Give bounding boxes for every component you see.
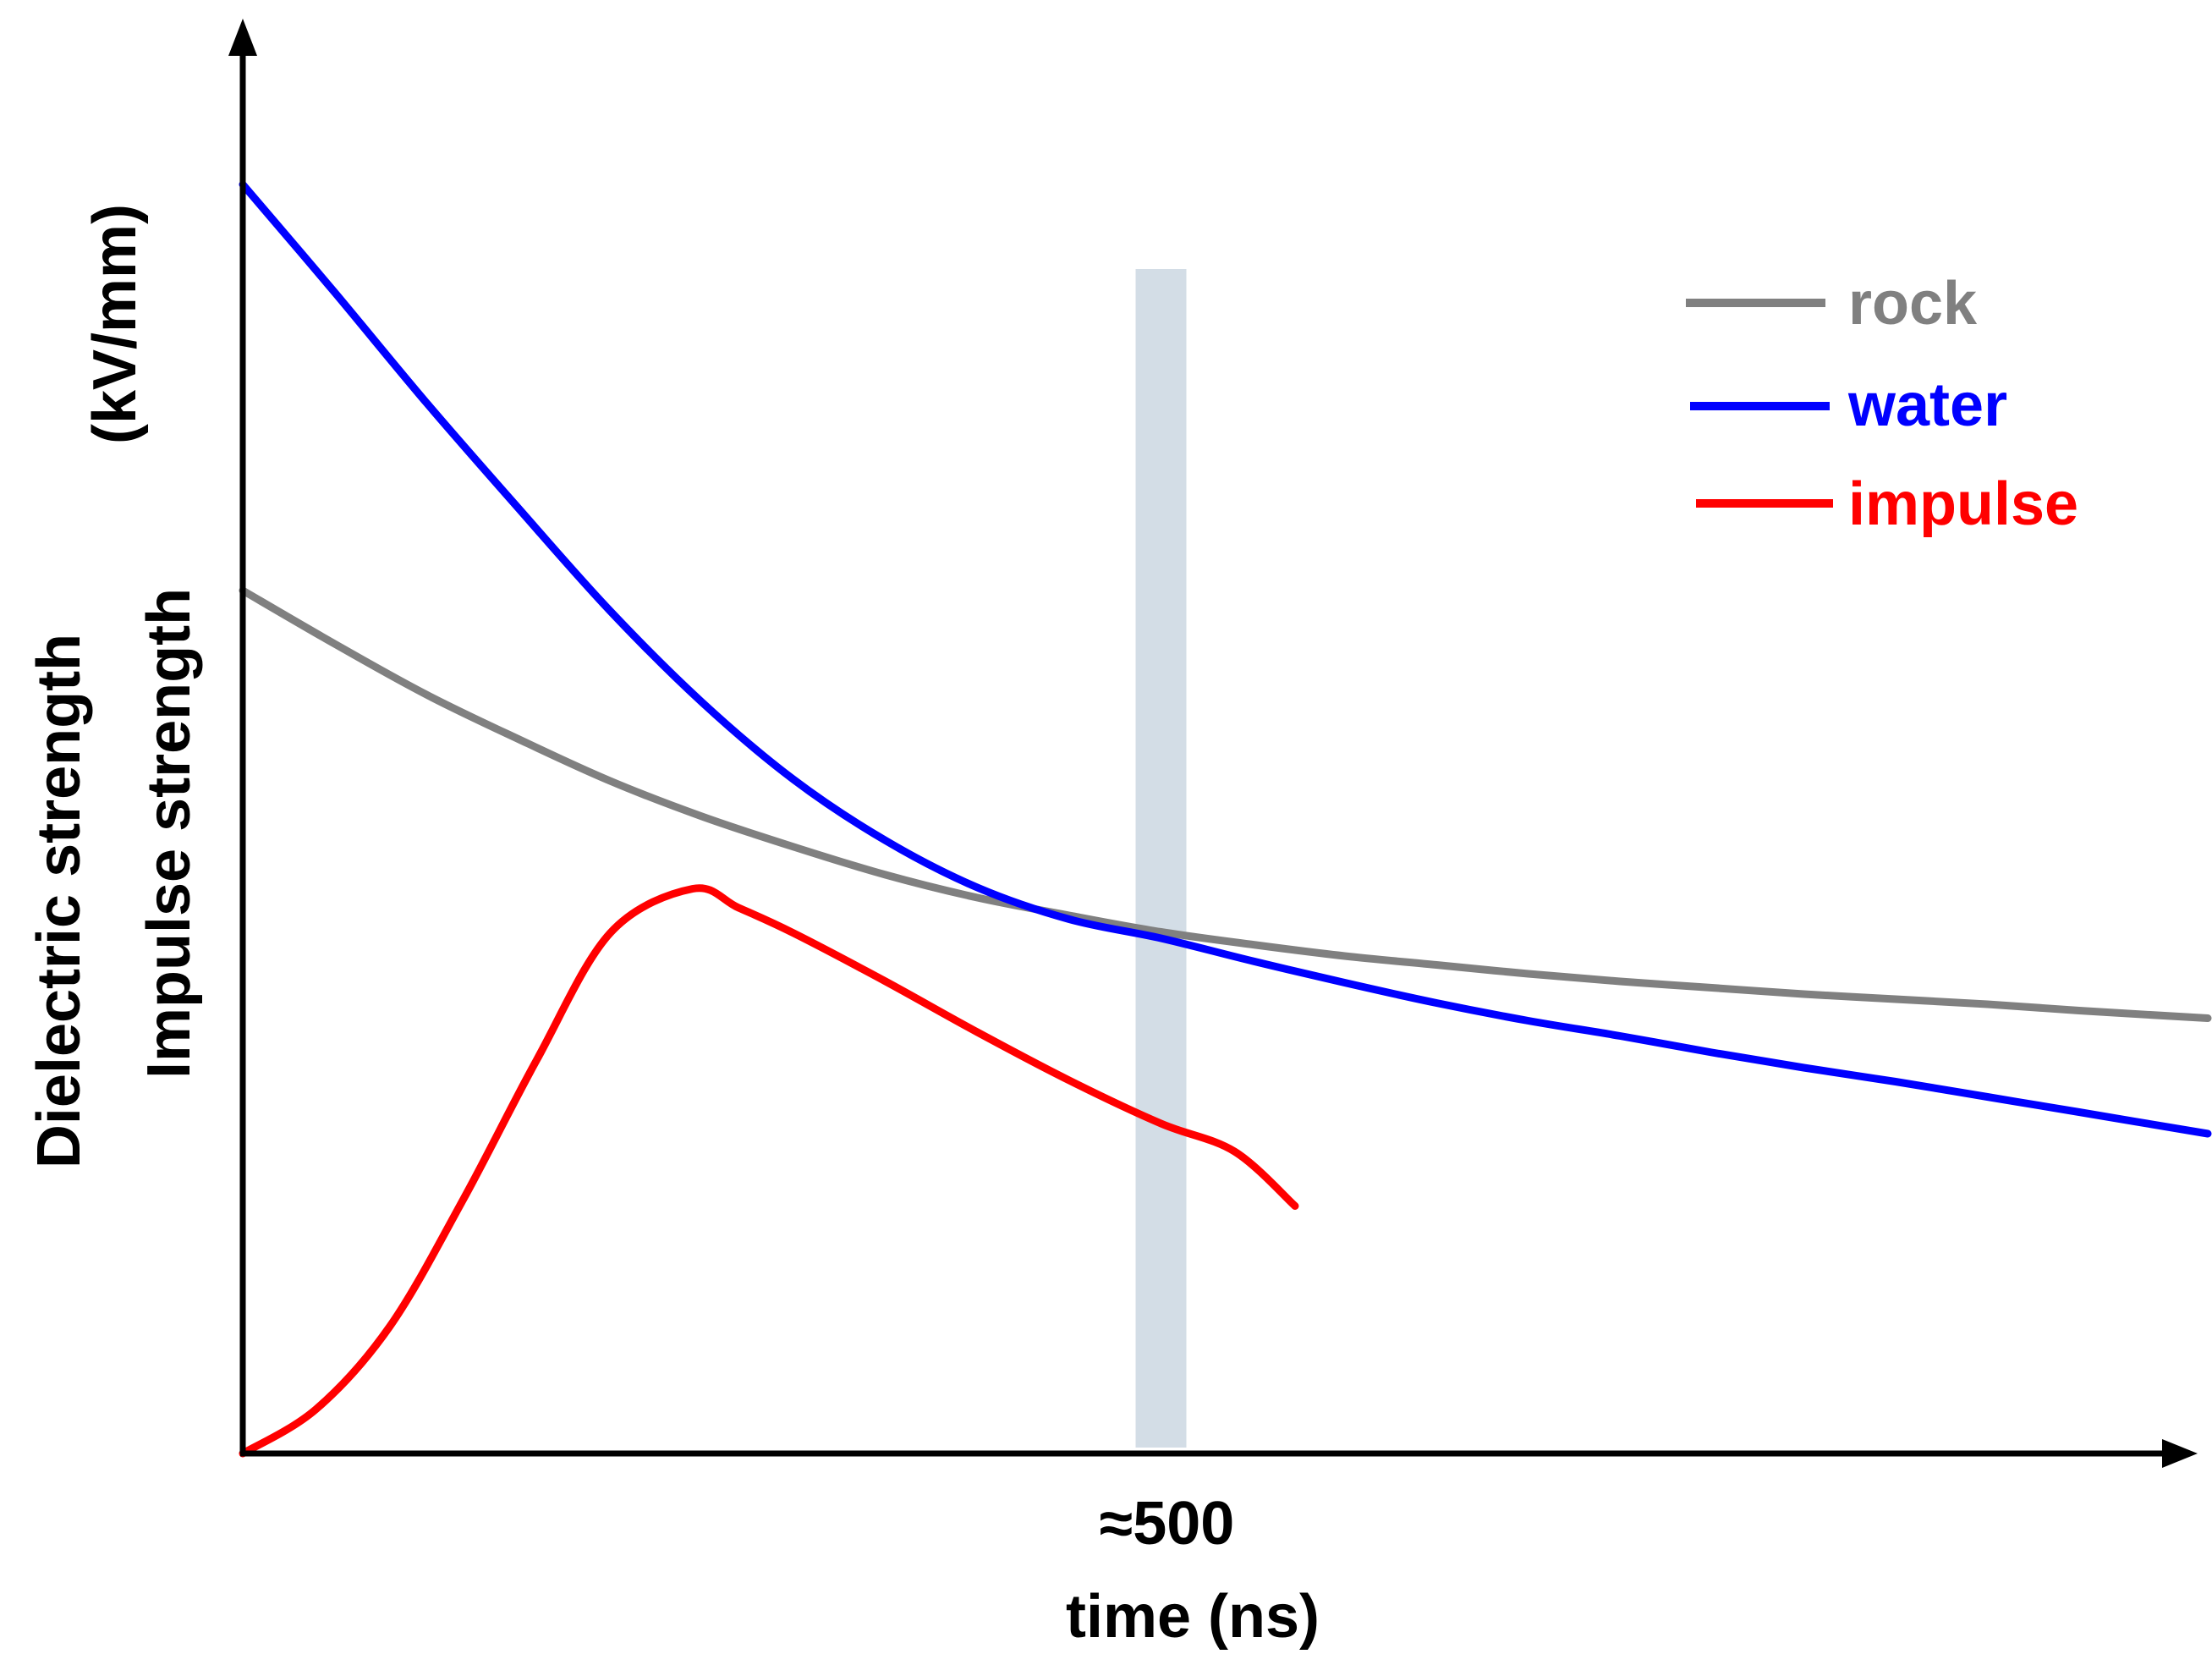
x-tick-label-500: ≈500 [1100, 1490, 1235, 1558]
series-line-water [239, 180, 2212, 1138]
x-axis-arrow [2162, 1439, 2198, 1468]
x-axis-title: time (ns) [1066, 1583, 1320, 1651]
legend-label-water: water [1847, 371, 2007, 439]
series-line-rock [239, 586, 2212, 1022]
series-line-impulse [239, 884, 1299, 1458]
y-axis-arrow [228, 19, 257, 56]
legend-label-rock: rock [1848, 270, 1978, 338]
legend: rock water impulse [1686, 270, 2078, 538]
legend-label-impulse: impulse [1848, 470, 2078, 538]
y-axis-title-dielectric: Dielectric strength [25, 634, 93, 1168]
y-axis-title-impulse: Impulse strength [135, 588, 203, 1079]
y-axis-unit: (kV/mm) [81, 204, 149, 444]
highlight-band-500ns [1135, 269, 1187, 1448]
